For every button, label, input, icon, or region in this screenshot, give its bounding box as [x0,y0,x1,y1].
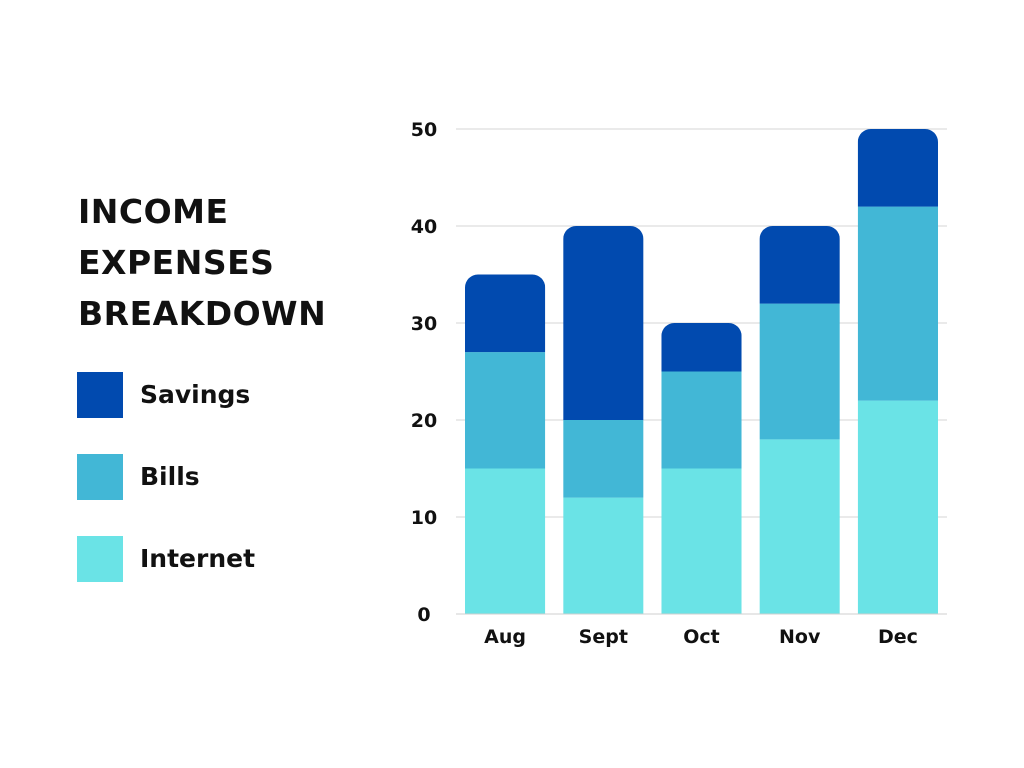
legend-item-internet: Internet [77,536,337,582]
legend-swatch-bills [77,454,123,500]
bar-group-sept [563,226,644,614]
bar-dec-savings [857,129,938,207]
legend-swatch-savings [77,372,123,418]
axes: 0 10 20 30 40 50 Aug Sept Oct Nov Dec [411,119,947,648]
y-tick-label: 30 [411,313,437,335]
chart-title-line-1: INCOME [78,192,229,231]
bar-dec-internet [857,400,938,614]
bar-sept-internet [563,497,644,614]
y-tick-label: 10 [411,507,437,529]
y-tick-label: 0 [417,604,430,626]
bar-nov-savings [759,226,840,304]
bar-group-aug [465,274,546,614]
x-tick-label: Dec [878,626,918,648]
legend-item-savings: Savings [77,372,337,418]
bar-aug-internet [465,468,546,614]
chart-title-line-2: EXPENSES [78,243,275,282]
bar-nov-bills [759,303,840,440]
bar-aug-bills [465,352,546,469]
bar-oct-bills [661,371,742,469]
legend-item-bills: Bills [77,454,337,500]
bar-sept-savings [563,226,644,420]
x-tick-label: Sept [579,626,628,648]
bar-nov-internet [759,439,840,614]
bar-aug-savings [465,274,546,353]
y-tick-label: 20 [411,410,437,432]
legend-label-bills: Bills [140,462,200,491]
bars [465,129,938,614]
legend-swatch-internet [77,536,123,582]
x-tick-label: Nov [779,626,821,648]
bar-sept-bills [563,420,644,498]
chart-title-line-3: BREAKDOWN [78,294,327,333]
x-tick-label: Oct [683,626,720,648]
legend-label-internet: Internet [140,544,256,573]
bar-group-nov [759,226,840,614]
legend-label-savings: Savings [140,380,251,409]
bar-oct-internet [661,468,742,614]
x-tick-label: Aug [484,626,526,648]
bar-dec-bills [857,206,938,401]
chart-title: INCOME EXPENSES BREAKDOWN [78,186,326,339]
bar-group-oct [661,323,742,614]
bar-group-dec [857,129,938,614]
y-tick-label: 50 [411,119,437,141]
y-tick-label: 40 [411,216,437,238]
bar-oct-savings [661,323,742,372]
